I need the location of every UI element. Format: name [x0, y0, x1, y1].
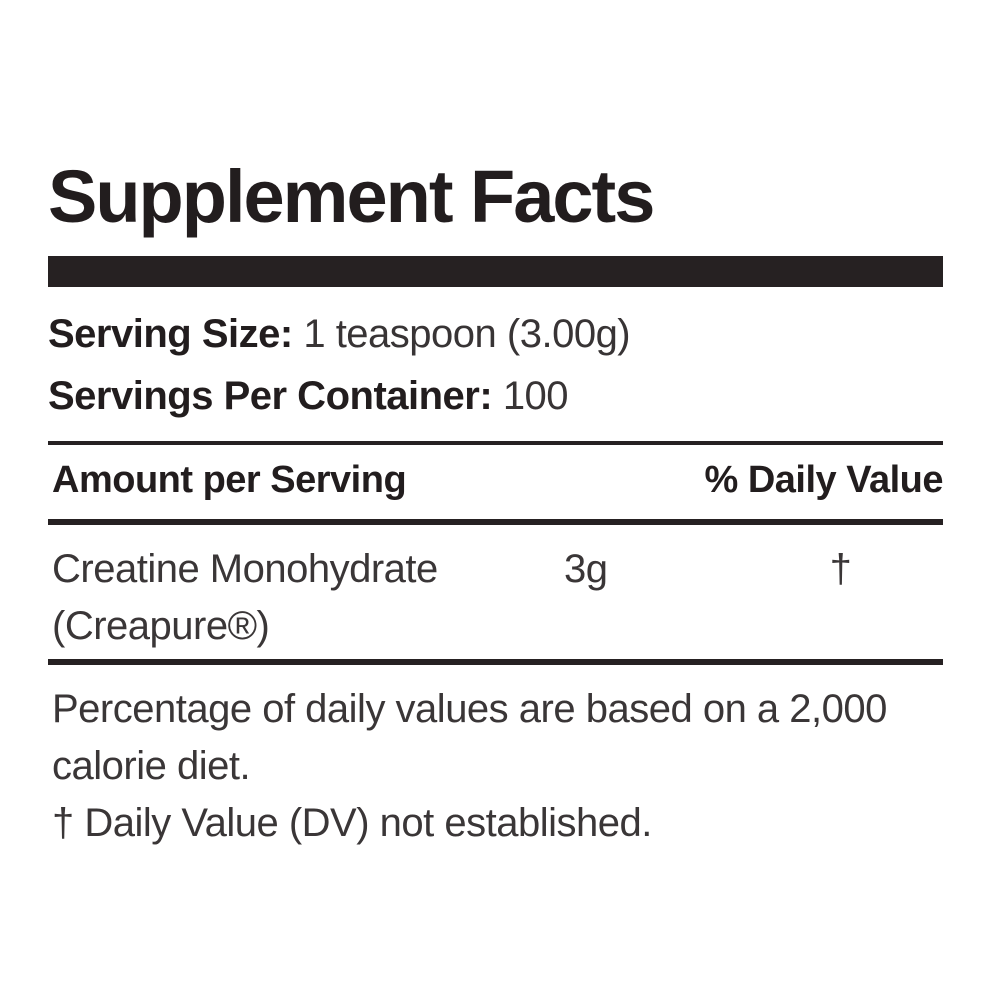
percent-daily-value-header: % Daily Value: [704, 459, 943, 501]
rule-below-ingredients: [48, 659, 943, 665]
table-row: Creatine Monohydrate (Creapure®) 3g †: [48, 525, 943, 655]
footnote-percentage: Percentage of daily values are based on …: [52, 687, 887, 788]
serving-size-label: Serving Size:: [48, 312, 293, 356]
ingredient-name: Creatine Monohydrate (Creapure®): [48, 541, 564, 655]
facts-panel: Supplement Facts Serving Size: 1 teaspoo…: [48, 0, 943, 852]
ingredient-name-line1: Creatine Monohydrate: [52, 547, 438, 591]
servings-per-container-label: Servings Per Container:: [48, 374, 493, 418]
panel-title: Supplement Facts: [48, 155, 655, 238]
amount-per-serving-header: Amount per Serving: [52, 459, 407, 501]
table-header-row: Amount per Serving % Daily Value: [48, 445, 943, 519]
serving-size-value: 1 teaspoon (3.00g): [303, 312, 631, 356]
rule-below-header: [48, 519, 943, 525]
rule-above-header: [48, 441, 943, 445]
footnotes: Percentage of daily values are based on …: [48, 681, 943, 852]
serving-size-line: Serving Size: 1 teaspoon (3.00g): [48, 303, 943, 365]
serving-info: Serving Size: 1 teaspoon (3.00g) Serving…: [48, 303, 943, 427]
footnote-daily-value-not-established: † Daily Value (DV) not established.: [52, 801, 652, 845]
ingredient-name-line2: (Creapure®): [52, 604, 270, 648]
servings-per-container-value: 100: [502, 374, 569, 418]
servings-per-container-line: Servings Per Container: 100: [48, 365, 943, 427]
ingredient-daily-value-dagger: †: [829, 547, 852, 591]
ingredient-amount: 3g: [564, 547, 608, 591]
title-divider-bar: [48, 256, 943, 287]
